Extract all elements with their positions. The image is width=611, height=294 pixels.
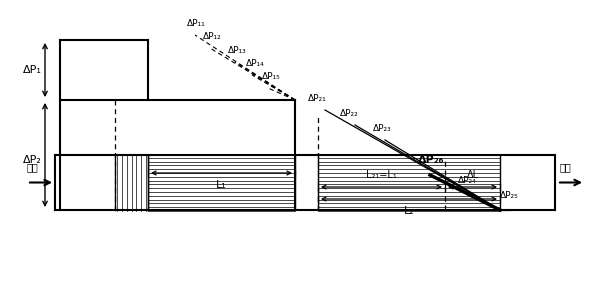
Text: ΔP₂₄: ΔP₂₄: [458, 176, 477, 185]
Text: ΔP₁₃: ΔP₁₃: [228, 46, 247, 55]
Text: L₂₁=L₁: L₂₁=L₁: [366, 170, 397, 180]
Text: ΔP₂₆: ΔP₂₆: [418, 155, 444, 165]
Text: 流入: 流入: [27, 163, 38, 173]
Text: 流出: 流出: [560, 163, 572, 173]
Text: ΔP₂₁: ΔP₂₁: [308, 94, 327, 103]
Text: ΔP₁₂: ΔP₁₂: [203, 32, 222, 41]
Text: ΔP₁₅: ΔP₁₅: [262, 72, 280, 81]
Text: ΔP₂₂: ΔP₂₂: [340, 109, 359, 118]
Text: ΔP₁₄: ΔP₁₄: [246, 59, 265, 68]
Text: ΔP₂₅: ΔP₂₅: [500, 191, 519, 200]
Text: ΔP₁₁: ΔP₁₁: [187, 19, 206, 28]
Text: L₂: L₂: [404, 206, 414, 216]
Text: ΔP₂: ΔP₂: [23, 155, 42, 165]
Text: L₁: L₁: [216, 180, 227, 190]
Text: ΔP₂₃: ΔP₂₃: [373, 124, 392, 133]
Text: ΔP₁: ΔP₁: [23, 65, 42, 75]
Text: ΔL: ΔL: [466, 170, 478, 180]
